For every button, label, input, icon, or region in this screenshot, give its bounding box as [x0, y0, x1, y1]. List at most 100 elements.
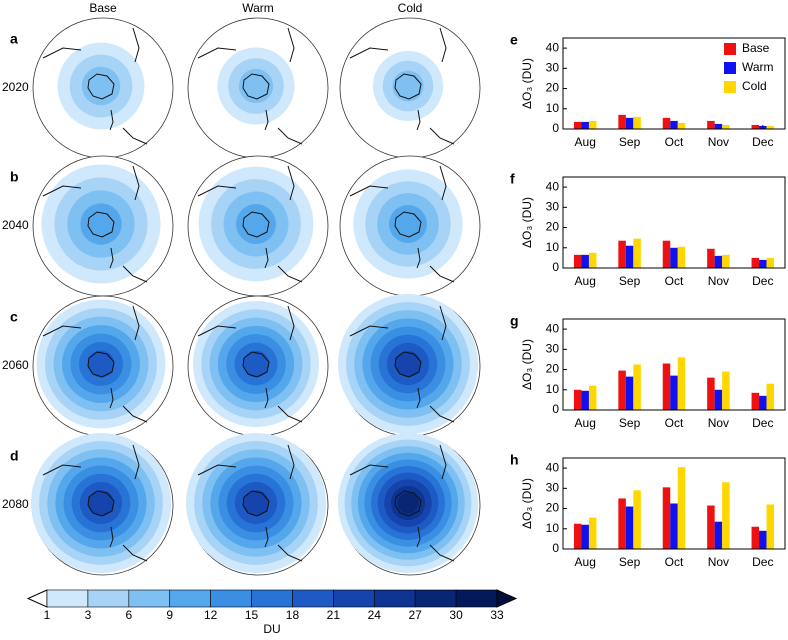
- colorbar-box: [373, 589, 416, 608]
- bar: [766, 383, 775, 410]
- panel-letter: f: [510, 171, 515, 187]
- y-tick-label: 30: [546, 61, 560, 75]
- plot-frame: [562, 318, 786, 411]
- x-tick-label: Aug: [575, 555, 596, 569]
- coastline: [197, 27, 303, 145]
- bar: [633, 490, 641, 549]
- bar: [707, 248, 715, 268]
- x-tick-label: Dec: [752, 416, 773, 430]
- coastline: [197, 444, 303, 562]
- bar: [766, 504, 775, 549]
- y-tick-label: 10: [546, 521, 560, 535]
- x-tick-label: Aug: [575, 135, 596, 149]
- plot-frame: [562, 457, 786, 550]
- x-tick-label: Aug: [575, 416, 596, 430]
- contour: [394, 350, 422, 378]
- bar: [670, 375, 678, 410]
- bar: [714, 389, 723, 410]
- contour: [87, 489, 115, 517]
- bar: [618, 240, 626, 268]
- bar: [625, 117, 634, 129]
- coastline: [42, 165, 148, 283]
- y-axis-label: ΔO₃ (DU): [520, 197, 534, 248]
- colorbar-box: [210, 589, 252, 608]
- colorbar-over: [496, 589, 518, 608]
- bar: [588, 252, 597, 268]
- colorbar-tick-label: 9: [166, 608, 173, 622]
- bar: [618, 370, 626, 410]
- coastline: [197, 305, 303, 423]
- bar: [633, 364, 641, 410]
- bar: [751, 257, 760, 268]
- colorbar-box: [128, 589, 171, 608]
- coastline: [197, 165, 303, 283]
- y-tick-label: 10: [546, 382, 560, 396]
- bar: [618, 114, 626, 129]
- panel-letter: g: [510, 313, 519, 329]
- bar: [581, 121, 589, 129]
- row-label: 2040: [2, 218, 29, 232]
- bar: [618, 498, 626, 549]
- bar: [573, 254, 582, 268]
- coastline: [349, 444, 455, 562]
- x-tick-label: Sep: [619, 555, 641, 569]
- bar: [707, 505, 715, 549]
- panel-letter: c: [10, 309, 18, 325]
- x-tick-label: Nov: [708, 274, 729, 288]
- row-label: 2060: [2, 358, 29, 372]
- bar: [751, 124, 760, 129]
- bar: [573, 523, 582, 549]
- bar: [633, 238, 641, 268]
- contour: [389, 205, 427, 243]
- bar: [670, 120, 678, 129]
- bar: [766, 257, 775, 268]
- contour: [87, 350, 115, 378]
- bar: [662, 363, 671, 410]
- colorbar-tick-label: 1: [44, 608, 51, 622]
- colorbar-tick-label: 18: [286, 608, 300, 622]
- bar: [759, 530, 767, 549]
- x-tick-label: Nov: [708, 135, 729, 149]
- bar: [588, 385, 597, 410]
- x-tick-label: Dec: [752, 135, 773, 149]
- legend-swatch: [724, 43, 736, 55]
- colorbar-tick-label: 3: [85, 608, 92, 622]
- y-tick-label: 10: [546, 101, 560, 115]
- x-tick-label: Oct: [665, 135, 684, 149]
- legend-label: Cold: [742, 79, 767, 93]
- coastline: [349, 27, 455, 145]
- contour: [242, 350, 270, 378]
- coastline: [42, 27, 148, 145]
- bar: [759, 395, 767, 410]
- y-tick-label: 30: [546, 200, 560, 214]
- legend-swatch: [724, 62, 736, 74]
- bar: [722, 254, 730, 268]
- colorbar-tick-label: 12: [204, 608, 218, 622]
- y-tick-label: 40: [546, 460, 560, 474]
- panel-letter: e: [510, 32, 518, 48]
- contour: [81, 66, 121, 106]
- bar: [625, 506, 634, 549]
- y-tick-label: 20: [546, 501, 560, 515]
- x-tick-label: Dec: [752, 555, 773, 569]
- colorbar-tick-label: 21: [327, 608, 341, 622]
- y-tick-label: 40: [546, 321, 560, 335]
- bar: [759, 259, 767, 268]
- y-tick-label: 10: [546, 240, 560, 254]
- x-tick-label: Dec: [752, 274, 773, 288]
- colorbar-under: [26, 589, 48, 608]
- y-tick-label: 20: [546, 81, 560, 95]
- bar: [751, 526, 760, 549]
- bar: [573, 389, 582, 410]
- x-tick-label: Sep: [619, 135, 641, 149]
- x-tick-label: Nov: [708, 555, 729, 569]
- colorbar-tick-label: 30: [449, 608, 463, 622]
- row-label: 2020: [2, 80, 29, 94]
- bar: [714, 255, 723, 268]
- colorbar-box: [414, 589, 457, 608]
- bar: [581, 390, 589, 410]
- bar: [759, 125, 767, 129]
- bar: [707, 377, 715, 410]
- bar: [714, 123, 723, 129]
